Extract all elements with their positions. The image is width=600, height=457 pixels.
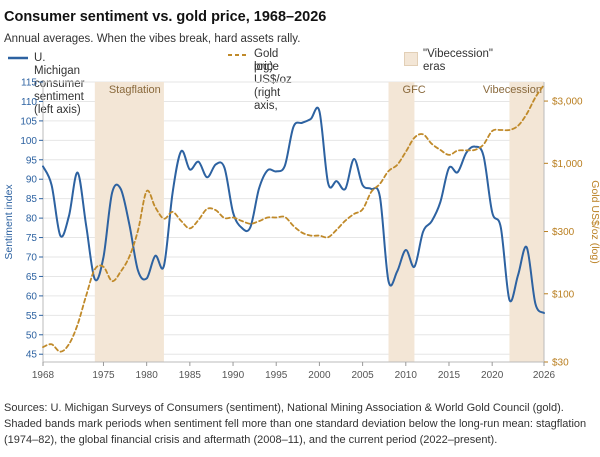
- left-tick-label: 115: [21, 78, 37, 89]
- left-tick-label: 90: [26, 175, 38, 186]
- x-tick-label: 2000: [308, 370, 331, 381]
- chart-title: Consumer sentiment vs. gold price, 1968–…: [4, 9, 327, 25]
- right-tick-label: $300: [552, 227, 575, 238]
- left-tick-label: 80: [26, 214, 38, 225]
- band-label-gfc: GFC: [403, 84, 426, 96]
- left-tick-label: 45: [26, 350, 38, 361]
- legend-label-band-line1: "Vibecession": [423, 48, 493, 60]
- source-note: Sources: U. Michigan Surveys of Consumer…: [4, 402, 587, 446]
- legend-label-sentiment: U. Michigan consumer sentiment (left axi…: [34, 52, 85, 116]
- sentiment-series-line: [42, 106, 545, 314]
- band-label-vibecession: Vibecession: [483, 84, 542, 96]
- x-tick-label: 1995: [265, 370, 288, 381]
- left-tick-label: 100: [20, 136, 37, 147]
- x-tick-label: 1985: [179, 370, 202, 381]
- legend: U. Michigan consumer sentiment (left axi…: [0, 48, 600, 116]
- chart-plot: Stagflation GFC Vibecession 45 50 55 60 65 70 75 8…: [3, 78, 600, 382]
- left-tick-label: 50: [26, 330, 38, 341]
- left-tick-label: 55: [26, 311, 38, 322]
- band-label-stagflation: Stagflation: [109, 84, 161, 96]
- x-tick-label: 1968: [32, 370, 55, 381]
- x-tick-label: 1975: [92, 370, 115, 381]
- right-tick-label: $3,000: [552, 97, 583, 108]
- left-tick-label: 75: [26, 233, 38, 244]
- left-tick-label: 60: [26, 291, 38, 302]
- legend-label-gold-line2: log): [254, 61, 274, 73]
- legend-swatch-band: [404, 52, 418, 66]
- chart-subtitle: Annual averages. When the vibes break, h…: [4, 33, 301, 45]
- legend-label-band-line2: eras: [423, 61, 446, 73]
- left-tick-label: 110: [21, 97, 37, 108]
- gold-series-line: [42, 83, 545, 353]
- legend-swatch-gold: [228, 54, 248, 56]
- legend-swatch-sentiment: [8, 56, 28, 60]
- x-tick-label: 1980: [136, 370, 159, 381]
- left-tick-label: 70: [26, 253, 38, 264]
- left-axis-title: Sentiment index: [3, 184, 15, 260]
- x-tick-label: 2015: [438, 370, 461, 381]
- band-vibecession: [509, 82, 544, 362]
- right-tick-label: $30: [552, 358, 569, 369]
- left-tick-label: 65: [26, 272, 38, 283]
- left-tick-label: 85: [26, 194, 38, 205]
- band-gfc: [388, 82, 415, 362]
- legend-label-gold-line1: Gold price US$/oz (right axis,: [254, 48, 292, 112]
- left-tick-label: 105: [20, 116, 37, 127]
- x-tick-label: 2026: [533, 370, 556, 381]
- x-tick-label: 2005: [351, 370, 374, 381]
- x-tick-label: 2010: [395, 370, 418, 381]
- x-tick-label: 2020: [481, 370, 504, 381]
- right-tick-label: $1,000: [552, 159, 583, 170]
- x-tick-label: 1990: [222, 370, 245, 381]
- right-axis-title: Gold US$/oz (log): [589, 180, 600, 263]
- right-tick-label: $100: [552, 289, 575, 300]
- left-tick-label: 95: [26, 155, 38, 166]
